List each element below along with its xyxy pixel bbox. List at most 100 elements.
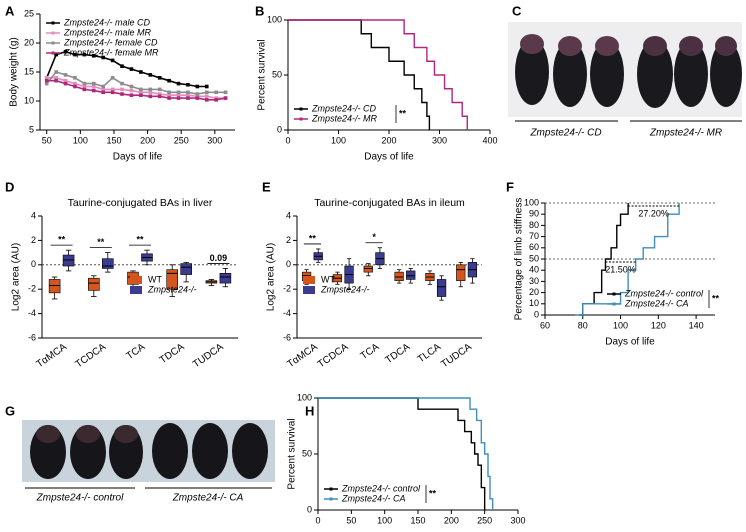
legend-swatch bbox=[329, 487, 333, 491]
y-tick-label: 50 bbox=[272, 69, 282, 79]
x-axis-title: Days of life bbox=[605, 337, 655, 348]
data-point bbox=[82, 81, 87, 86]
box bbox=[62, 254, 75, 267]
legend-swatch bbox=[299, 117, 303, 121]
significance-label: ** bbox=[712, 293, 720, 303]
x-tick-label: TαMCA bbox=[35, 341, 70, 370]
data-point bbox=[148, 87, 153, 92]
y-tick-label: 2 bbox=[286, 235, 291, 245]
y-tick-label: 10 bbox=[529, 298, 539, 308]
y-tick-label: 30 bbox=[529, 276, 539, 286]
x-tick-label: 80 bbox=[578, 320, 588, 330]
legend-swatch bbox=[303, 286, 315, 294]
data-point bbox=[73, 76, 77, 80]
data-point bbox=[195, 84, 200, 89]
data-point bbox=[91, 84, 96, 89]
chart-title: Taurine-conjugated BAs in liver bbox=[68, 197, 213, 209]
y-tick-label: 0 bbox=[277, 124, 282, 134]
box bbox=[394, 271, 404, 281]
x-tick-label: 100 bbox=[73, 135, 88, 145]
legend-label: WT bbox=[148, 274, 162, 284]
data-point bbox=[129, 93, 134, 97]
data-point bbox=[82, 87, 87, 92]
significance-label: ** bbox=[399, 108, 407, 118]
legend-label: Zmpste24-/- CD bbox=[311, 103, 377, 113]
data-point bbox=[63, 81, 68, 86]
photo-caption: Zmpste24-/- CD bbox=[529, 128, 601, 139]
y-tick-label: -6 bbox=[28, 332, 36, 342]
step-line bbox=[318, 397, 494, 510]
gap-label: 21.50% bbox=[605, 264, 636, 274]
legend-swatch bbox=[51, 51, 55, 55]
y-tick-label: 100 bbox=[524, 197, 539, 207]
x-tick-label: 100 bbox=[613, 320, 628, 330]
photo bbox=[508, 22, 742, 122]
data-point bbox=[195, 92, 200, 96]
legend-label: Zmpste24-/- CA bbox=[624, 298, 689, 308]
legend-label: Zmpste24-/- MR bbox=[311, 113, 378, 123]
y-tick-label: 5 bbox=[29, 124, 34, 134]
legend-label: Zmpste24-/- control bbox=[624, 288, 704, 298]
chart-title: Taurine-conjugated BAs in ileum bbox=[314, 197, 465, 209]
step-line bbox=[288, 19, 468, 130]
significance-label: ** bbox=[309, 233, 317, 243]
y-tick-label: -6 bbox=[283, 332, 291, 342]
panel-label: H bbox=[305, 403, 314, 418]
x-tick-label: TCDCA bbox=[316, 341, 351, 370]
photo bbox=[22, 420, 275, 489]
x-tick-label: 200 bbox=[381, 135, 396, 145]
x-tick-label: 0 bbox=[315, 515, 320, 525]
panel-label: E bbox=[262, 179, 271, 194]
data-point bbox=[223, 90, 228, 95]
legend-label: Zmpste24-/- male CD bbox=[63, 17, 151, 27]
y-tick-label: 4 bbox=[286, 210, 291, 220]
panel-label: F bbox=[506, 179, 514, 194]
box bbox=[48, 279, 61, 294]
box bbox=[456, 264, 466, 281]
data-point bbox=[54, 76, 58, 80]
x-tick-label: TUDCA bbox=[191, 341, 226, 370]
y-axis-title: Percentage of limb stiffness bbox=[514, 198, 525, 321]
legend-label: Zmpste24-/- bbox=[147, 284, 197, 294]
x-tick-label: TDCA bbox=[158, 341, 187, 366]
legend-label: Zmpste24-/- male MR bbox=[63, 27, 152, 37]
photo-caption: Zmpste24-/- MR bbox=[649, 128, 722, 139]
data-point bbox=[186, 96, 190, 100]
gap-label: 27.20% bbox=[638, 208, 669, 218]
significance-label: * bbox=[372, 232, 376, 242]
legend-swatch bbox=[299, 107, 303, 111]
data-point bbox=[63, 49, 68, 54]
x-tick-label: TCA bbox=[125, 341, 148, 362]
data-point bbox=[139, 87, 143, 92]
y-axis-title: Log2 area (AU) bbox=[11, 243, 22, 311]
data-point bbox=[101, 87, 106, 92]
data-point bbox=[120, 87, 124, 92]
significance-label: ** bbox=[136, 235, 144, 245]
data-point bbox=[214, 90, 218, 95]
y-tick-label: 50 bbox=[302, 448, 312, 458]
data-point bbox=[120, 81, 124, 86]
step-line bbox=[575, 203, 680, 316]
x-axis-title: Days of life bbox=[113, 152, 163, 163]
data-point bbox=[129, 84, 134, 89]
data-point bbox=[204, 90, 209, 95]
y-tick-label: -2 bbox=[28, 284, 36, 294]
data-point bbox=[54, 70, 58, 74]
y-tick-label: 4 bbox=[31, 210, 36, 220]
x-tick-label: TUDCA bbox=[439, 341, 474, 370]
y-tick-label: 60 bbox=[529, 242, 539, 252]
x-tick-label: 50 bbox=[346, 515, 356, 525]
data-point bbox=[110, 76, 115, 80]
data-point bbox=[167, 78, 171, 83]
data-point bbox=[44, 81, 49, 86]
legend-label: Zmpste24-/- CA bbox=[341, 493, 406, 503]
step-line bbox=[318, 397, 486, 510]
x-tick-label: 60 bbox=[540, 320, 550, 330]
y-tick-label: 15 bbox=[24, 66, 34, 76]
x-tick-label: 100 bbox=[331, 135, 346, 145]
y-tick-label: 90 bbox=[529, 209, 539, 219]
x-tick-label: 150 bbox=[106, 135, 121, 145]
x-tick-label: 250 bbox=[174, 135, 189, 145]
